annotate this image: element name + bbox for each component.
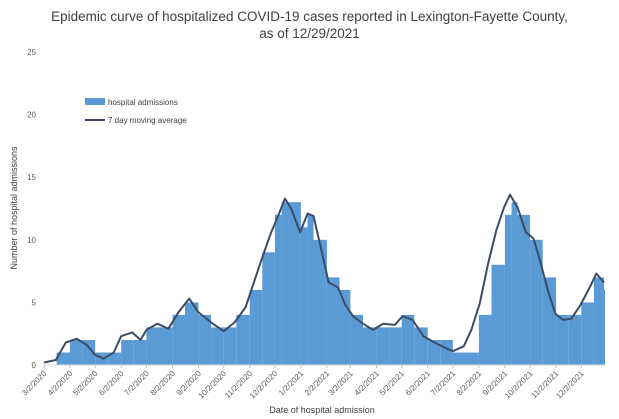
admissions-bar xyxy=(389,327,402,365)
moving-average-line xyxy=(43,193,605,364)
y-tick-label: 15 xyxy=(27,173,36,182)
admissions-bar xyxy=(236,314,250,365)
admissions-bar xyxy=(107,352,122,365)
legend-label-admissions: hospital admissions xyxy=(108,98,178,107)
admissions-bar xyxy=(198,314,212,365)
x-tick-label: 5/2/2020 xyxy=(71,369,100,398)
y-tick-label: 25 xyxy=(27,48,36,57)
admissions-bar xyxy=(511,202,518,365)
x-tick-label: 12/2/2020 xyxy=(248,369,280,401)
y-axis-title: Number of hospital admissions xyxy=(9,146,19,270)
line-series xyxy=(43,193,605,364)
x-tick-label: 4/2/2021 xyxy=(353,369,382,398)
admissions-bar xyxy=(465,352,479,365)
x-tick-label: 6/2/2021 xyxy=(404,369,433,398)
admissions-bar xyxy=(211,327,224,365)
legend-label-moving-average: 7 day moving average xyxy=(108,116,187,125)
admissions-bar xyxy=(307,214,314,365)
admissions-bar xyxy=(223,327,237,365)
x-tick-label: 6/2/2020 xyxy=(97,369,126,398)
admissions-bar xyxy=(581,302,594,365)
admissions-bar xyxy=(326,277,340,365)
admissions-bar xyxy=(427,340,441,365)
admissions-bar xyxy=(185,302,199,365)
bar-series xyxy=(56,202,605,365)
legend: hospital admissions 7 day moving average xyxy=(85,98,187,125)
admissions-bar xyxy=(70,340,83,365)
x-tick-label: 7/2/2020 xyxy=(122,369,151,398)
admissions-bar xyxy=(401,314,415,365)
admissions-bar xyxy=(287,202,301,365)
admissions-bar xyxy=(56,352,70,365)
x-tick-label: 12/2/2021 xyxy=(554,369,586,401)
admissions-bar xyxy=(530,239,543,365)
admissions-bar xyxy=(604,289,605,365)
admissions-bar xyxy=(172,314,186,365)
x-tick-label: 7/2/2021 xyxy=(429,369,458,398)
x-tick-label: 8/2/2021 xyxy=(455,369,484,398)
x-tick-label: 8/2/2020 xyxy=(149,369,178,398)
admissions-bar xyxy=(313,239,327,365)
admissions-bar xyxy=(133,340,147,365)
y-axis-ticks: 0 5 10 15 20 25 xyxy=(27,48,36,370)
x-tick-label: 3/2/2020 xyxy=(20,369,49,398)
admissions-bar xyxy=(350,314,363,365)
admissions-bar xyxy=(440,340,453,365)
admissions-bar xyxy=(478,314,492,365)
admissions-bar xyxy=(504,214,512,365)
admissions-bar xyxy=(452,352,466,365)
admissions-bar xyxy=(568,314,582,365)
admissions-bar xyxy=(159,327,173,365)
admissions-bar xyxy=(491,264,505,365)
x-axis-ticks: 3/2/20204/2/20205/2/20206/2/20207/2/2020… xyxy=(20,365,586,401)
admissions-bar xyxy=(82,340,96,365)
chart-title: Epidemic curve of hospitalized COVID-19 … xyxy=(0,8,619,42)
admissions-bar xyxy=(281,202,288,365)
x-axis-title: Date of hospital admission xyxy=(269,405,375,415)
y-tick-label: 5 xyxy=(32,298,37,307)
x-tick-label: 5/2/2021 xyxy=(378,369,407,398)
admissions-bar xyxy=(339,289,351,365)
x-tick-label: 4/2/2020 xyxy=(46,369,75,398)
admissions-bar xyxy=(300,227,308,365)
admissions-bar xyxy=(363,327,377,365)
admissions-bar xyxy=(262,252,275,365)
chart-title-line2: as of 12/29/2021 xyxy=(259,26,360,41)
admissions-bar xyxy=(121,340,134,365)
y-tick-label: 10 xyxy=(27,236,36,245)
chart-title-line1: Epidemic curve of hospitalized COVID-19 … xyxy=(51,9,568,24)
admissions-bar xyxy=(274,214,282,365)
admissions-bar xyxy=(146,327,159,365)
y-tick-label: 20 xyxy=(27,111,36,120)
x-tick-label: 1/2/2021 xyxy=(277,369,306,398)
admissions-bar xyxy=(517,214,531,365)
legend-swatch-admissions xyxy=(85,98,105,105)
y-tick-label: 0 xyxy=(32,361,37,370)
x-tick-label: 3/2/2021 xyxy=(326,369,355,398)
admissions-bar xyxy=(542,277,557,365)
admissions-bar xyxy=(249,289,263,365)
admissions-bar xyxy=(593,277,604,365)
admissions-bar xyxy=(376,327,390,365)
admissions-bar xyxy=(556,314,569,365)
